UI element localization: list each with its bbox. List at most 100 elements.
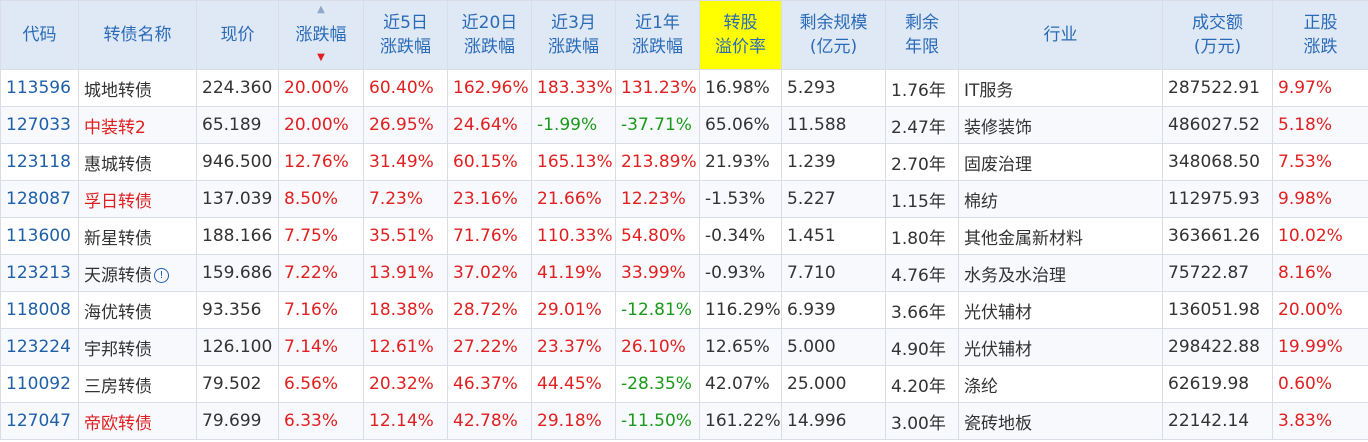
table-row[interactable]: 127033 中装转2 65.189 20.00% 26.95% 24.64% -1.99%… <box>0 106 1368 144</box>
cell-premium: 116.29% <box>699 291 782 329</box>
cell-code[interactable]: 110092 <box>0 365 79 403</box>
cell-remaining-scale: 5.293 <box>781 69 886 107</box>
cell-stock-change: 7.53% <box>1272 143 1368 181</box>
cell-bond-name[interactable]: 中装转2 <box>78 106 197 144</box>
header-label: 近3月 <box>551 13 596 33</box>
table-row[interactable]: 127047 帝欧转债 79.699 6.33% 12.14% 42.78% 29.18% -… <box>0 402 1368 440</box>
table-row[interactable]: 128087 孚日转债 137.039 8.50% 7.23% 23.16% 21.66% 1… <box>0 180 1368 218</box>
cell-industry: 涤纶 <box>958 365 1163 403</box>
table-row[interactable]: 123213 天源转债! 159.686 7.22% 13.91% 37.02% 41.19… <box>0 254 1368 292</box>
cell-change-3m: 29.18% <box>531 402 616 440</box>
header-name[interactable]: 转债名称 <box>78 0 197 70</box>
header-premium[interactable]: 转股 溢价率 <box>699 0 782 70</box>
header-change-5d[interactable]: 近5日 涨跌幅 <box>363 0 448 70</box>
cell-amount: 112975.93 <box>1162 180 1273 218</box>
cell-amount: 348068.50 <box>1162 143 1273 181</box>
table-row[interactable]: 110092 三房转债 79.502 6.56% 20.32% 46.37% 44.45% -… <box>0 365 1368 403</box>
cell-bond-name[interactable]: 帝欧转债 <box>78 402 197 440</box>
cell-code[interactable]: 123118 <box>0 143 79 181</box>
cell-remaining-years: 1.15年 <box>885 180 959 218</box>
cell-code[interactable]: 113596 <box>0 69 79 107</box>
bond-name-label: 中装转2 <box>84 117 146 138</box>
cell-remaining-years: 3.00年 <box>885 402 959 440</box>
cell-change-20d: 27.22% <box>447 328 532 366</box>
cell-code[interactable]: 123224 <box>0 328 79 366</box>
cell-change: 12.76% <box>278 143 364 181</box>
header-label: 近5日 <box>383 13 428 33</box>
header-label: 正股 <box>1303 13 1338 33</box>
cell-remaining-years: 1.76年 <box>885 69 959 107</box>
cell-code[interactable]: 127047 <box>0 402 79 440</box>
table-row[interactable]: 123224 宇邦转债 126.100 7.14% 12.61% 27.22% 23.37%… <box>0 328 1368 366</box>
cell-stock-change: 20.00% <box>1272 291 1368 329</box>
cell-code[interactable]: 127033 <box>0 106 79 144</box>
cell-remaining-scale: 1.451 <box>781 217 886 255</box>
cell-remaining-scale: 14.996 <box>781 402 886 440</box>
cell-change: 7.75% <box>278 217 364 255</box>
header-code[interactable]: 代码 <box>0 0 79 70</box>
cell-premium: -0.93% <box>699 254 782 292</box>
bond-name-label: 惠城转债 <box>84 154 152 175</box>
cell-bond-name[interactable]: 惠城转债 <box>78 143 197 181</box>
table-row[interactable]: 113600 新星转债 188.166 7.75% 35.51% 71.76% 110.33… <box>0 217 1368 255</box>
header-label: 涨跌幅 <box>632 37 683 57</box>
cell-bond-name[interactable]: 孚日转债 <box>78 180 197 218</box>
sort-down-icon: ▼ <box>317 52 325 63</box>
cell-industry: 固废治理 <box>958 143 1163 181</box>
cell-remaining-scale: 25.000 <box>781 365 886 403</box>
cell-change-1y: 131.23% <box>615 69 700 107</box>
header-remaining-years[interactable]: 剩余 年限 <box>885 0 959 70</box>
cell-change-1y: -28.35% <box>615 365 700 403</box>
cell-change-1y: -12.81% <box>615 291 700 329</box>
cell-change-5d: 31.49% <box>363 143 448 181</box>
header-change[interactable]: 涨跌幅 ▲ ▼ <box>278 0 364 70</box>
cell-change-5d: 20.32% <box>363 365 448 403</box>
cell-price: 79.502 <box>196 365 279 403</box>
cell-bond-name[interactable]: 宇邦转债 <box>78 328 197 366</box>
cell-bond-name[interactable]: 天源转债! <box>78 254 197 292</box>
bond-name-label: 天源转债 <box>84 265 152 286</box>
cell-remaining-years: 2.47年 <box>885 106 959 144</box>
header-change-20d[interactable]: 近20日 涨跌幅 <box>447 0 532 70</box>
cell-code[interactable]: 128087 <box>0 180 79 218</box>
bond-name-label: 帝欧转债 <box>84 413 152 434</box>
cell-code[interactable]: 113600 <box>0 217 79 255</box>
header-price[interactable]: 现价 <box>196 0 279 70</box>
info-icon[interactable]: ! <box>154 268 169 283</box>
cell-bond-name[interactable]: 城地转债 <box>78 69 197 107</box>
cell-premium: 161.22% <box>699 402 782 440</box>
sort-up-icon: ▲ <box>317 4 325 15</box>
cell-amount: 363661.26 <box>1162 217 1273 255</box>
cell-change-1y: 26.10% <box>615 328 700 366</box>
header-label: 成交额 <box>1192 13 1243 33</box>
table-row[interactable]: 113596 城地转债 224.360 20.00% 60.40% 162.96% 183.… <box>0 69 1368 107</box>
header-industry[interactable]: 行业 <box>958 0 1163 70</box>
header-stock-change[interactable]: 正股 涨跌 <box>1272 0 1368 70</box>
cell-amount: 62619.98 <box>1162 365 1273 403</box>
cell-stock-change: 5.18% <box>1272 106 1368 144</box>
header-change-1y[interactable]: 近1年 涨跌幅 <box>615 0 700 70</box>
cell-change-20d: 42.78% <box>447 402 532 440</box>
cell-change-3m: -1.99% <box>531 106 616 144</box>
bond-name-label: 孚日转债 <box>84 191 152 212</box>
cell-change-20d: 71.76% <box>447 217 532 255</box>
header-change-3m[interactable]: 近3月 涨跌幅 <box>531 0 616 70</box>
header-remaining-scale[interactable]: 剩余规模 (亿元) <box>781 0 886 70</box>
cell-remaining-years: 4.90年 <box>885 328 959 366</box>
cell-bond-name[interactable]: 三房转债 <box>78 365 197 403</box>
table-row[interactable]: 123118 惠城转债 946.500 12.76% 31.49% 60.15% 165.1… <box>0 143 1368 181</box>
header-label: 行业 <box>1043 25 1078 45</box>
cell-premium: -0.34% <box>699 217 782 255</box>
header-row: 代码 转债名称 现价涨跌幅 ▲ ▼ 近5日 涨跌幅 近20日 涨跌幅 近3月 涨跌幅 近1年 涨跌幅 转股… <box>0 0 1368 70</box>
table-row[interactable]: 118008 海优转债 93.356 7.16% 18.38% 28.72% 29.01% -… <box>0 291 1368 329</box>
cell-change-5d: 13.91% <box>363 254 448 292</box>
bond-name-label: 城地转债 <box>84 80 152 101</box>
cell-bond-name[interactable]: 海优转债 <box>78 291 197 329</box>
cell-premium: -1.53% <box>699 180 782 218</box>
cell-bond-name[interactable]: 新星转债 <box>78 217 197 255</box>
cell-code[interactable]: 118008 <box>0 291 79 329</box>
cell-remaining-scale: 5.227 <box>781 180 886 218</box>
cell-code[interactable]: 123213 <box>0 254 79 292</box>
header-amount[interactable]: 成交额 (万元) <box>1162 0 1273 70</box>
